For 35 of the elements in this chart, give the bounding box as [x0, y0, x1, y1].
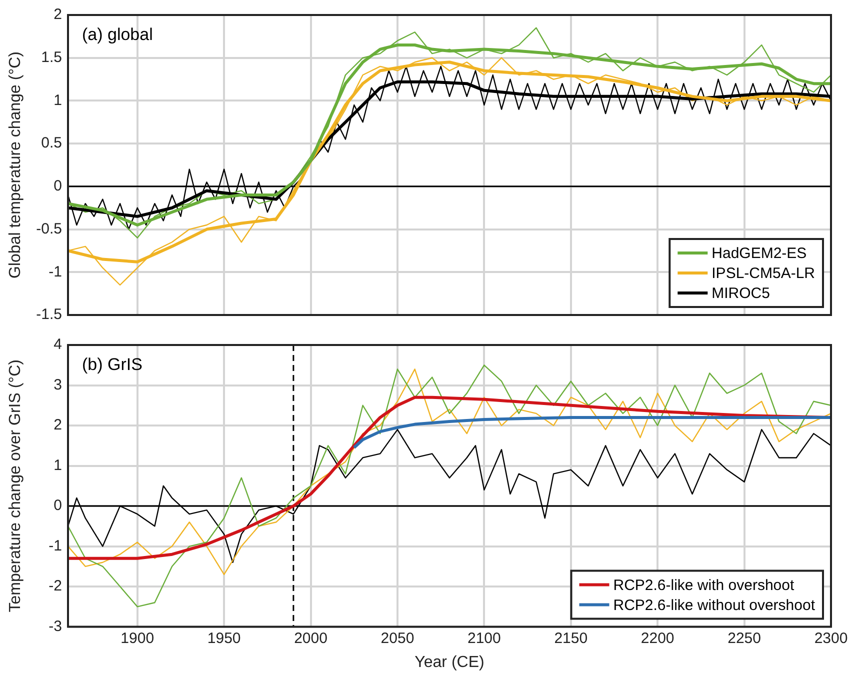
y-tick-label: 0 — [54, 497, 62, 514]
y-tick-label: 1 — [54, 456, 62, 474]
x-tick-label: 2300 — [814, 630, 848, 647]
legend-label: IPSL-CM5A-LR — [712, 265, 816, 282]
x-tick-label: 1900 — [120, 630, 154, 647]
legend-label: RCP2.6-like with overshoot — [613, 576, 795, 594]
y-tick-label: -2 — [48, 578, 62, 595]
x-tick-label: 2000 — [294, 630, 328, 647]
legend-label: MIROC5 — [712, 285, 770, 302]
y-tick-label: -3 — [48, 618, 62, 635]
legend-label: RCP2.6-like without overshoot — [613, 596, 816, 614]
x-tick-label: 2200 — [640, 630, 674, 647]
x-axis-title: Year (CE) — [414, 654, 484, 671]
legend-label: HadGEM2-ES — [712, 245, 807, 262]
y-tick-label: -0.5 — [36, 220, 62, 238]
x-tick-label: 2050 — [380, 630, 414, 647]
y-tick-label: 0.5 — [41, 134, 62, 152]
y-axis-title: Temperature change over GrIS (°C) — [7, 360, 24, 612]
y-tick-label: 3 — [54, 376, 62, 394]
y-tick-label: -1.5 — [36, 306, 62, 324]
x-tick-label: 1950 — [207, 630, 241, 647]
y-tick-label: -1 — [48, 537, 62, 554]
x-tick-label: 2100 — [467, 630, 501, 647]
y-axis-title: Global temperature change (°C) — [7, 52, 24, 278]
y-tick-label: -1 — [48, 263, 62, 280]
y-tick-label: 1 — [54, 92, 62, 109]
y-tick-label: 2 — [54, 416, 62, 434]
y-tick-label: 0 — [54, 178, 62, 195]
text: (a) global — [82, 25, 153, 44]
x-tick-label: 2150 — [554, 630, 588, 647]
y-tick-label: 1.5 — [41, 49, 62, 66]
y-tick-label: 4 — [54, 336, 62, 354]
text: (b) GrIS — [82, 355, 142, 374]
x-tick-label: 2250 — [728, 630, 761, 647]
y-tick-label: 2 — [54, 6, 62, 24]
